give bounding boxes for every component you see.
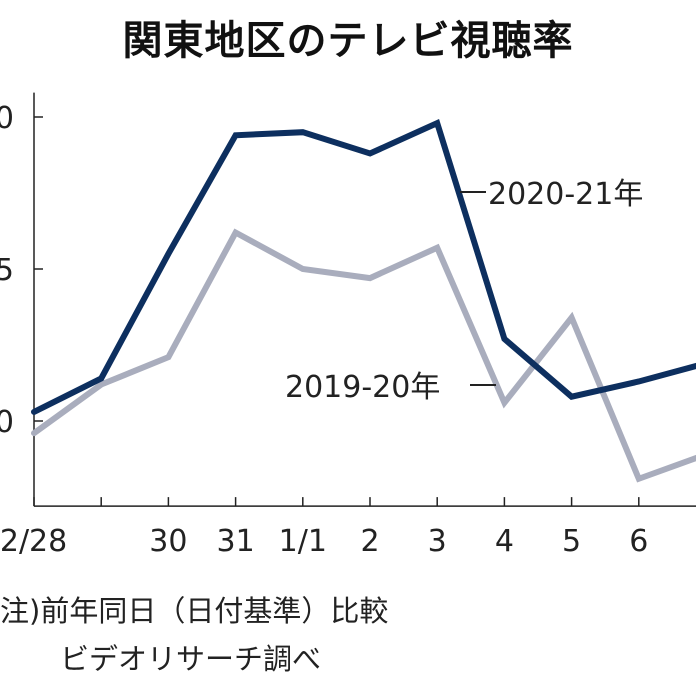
- x-tick-label: 2: [360, 524, 379, 559]
- x-tick-label: 30: [149, 524, 187, 559]
- series-label: 2020-21年: [488, 177, 643, 212]
- chart-title: 関東地区のテレビ視聴率: [122, 18, 574, 64]
- x-tick-label: 12/28: [0, 524, 67, 559]
- series-line: [31, 228, 696, 483]
- x-tick-label: 31: [217, 524, 255, 559]
- y-tick-label: 0: [0, 405, 14, 440]
- x-tick-label: 6: [629, 524, 648, 559]
- source-text: ビデオリサーチ調べ: [60, 642, 322, 676]
- x-tick-label: 5: [562, 524, 581, 559]
- x-tick-label: 3: [428, 524, 447, 559]
- y-tick-label: 0: [0, 101, 14, 136]
- note-text: 注)前年同日（日付基準）比較: [0, 594, 389, 628]
- y-tick-label: 5: [0, 253, 14, 288]
- series-label: 2019-20年: [285, 370, 440, 405]
- x-tick-label: 4: [495, 524, 514, 559]
- x-tick-label: 1/1: [279, 524, 327, 559]
